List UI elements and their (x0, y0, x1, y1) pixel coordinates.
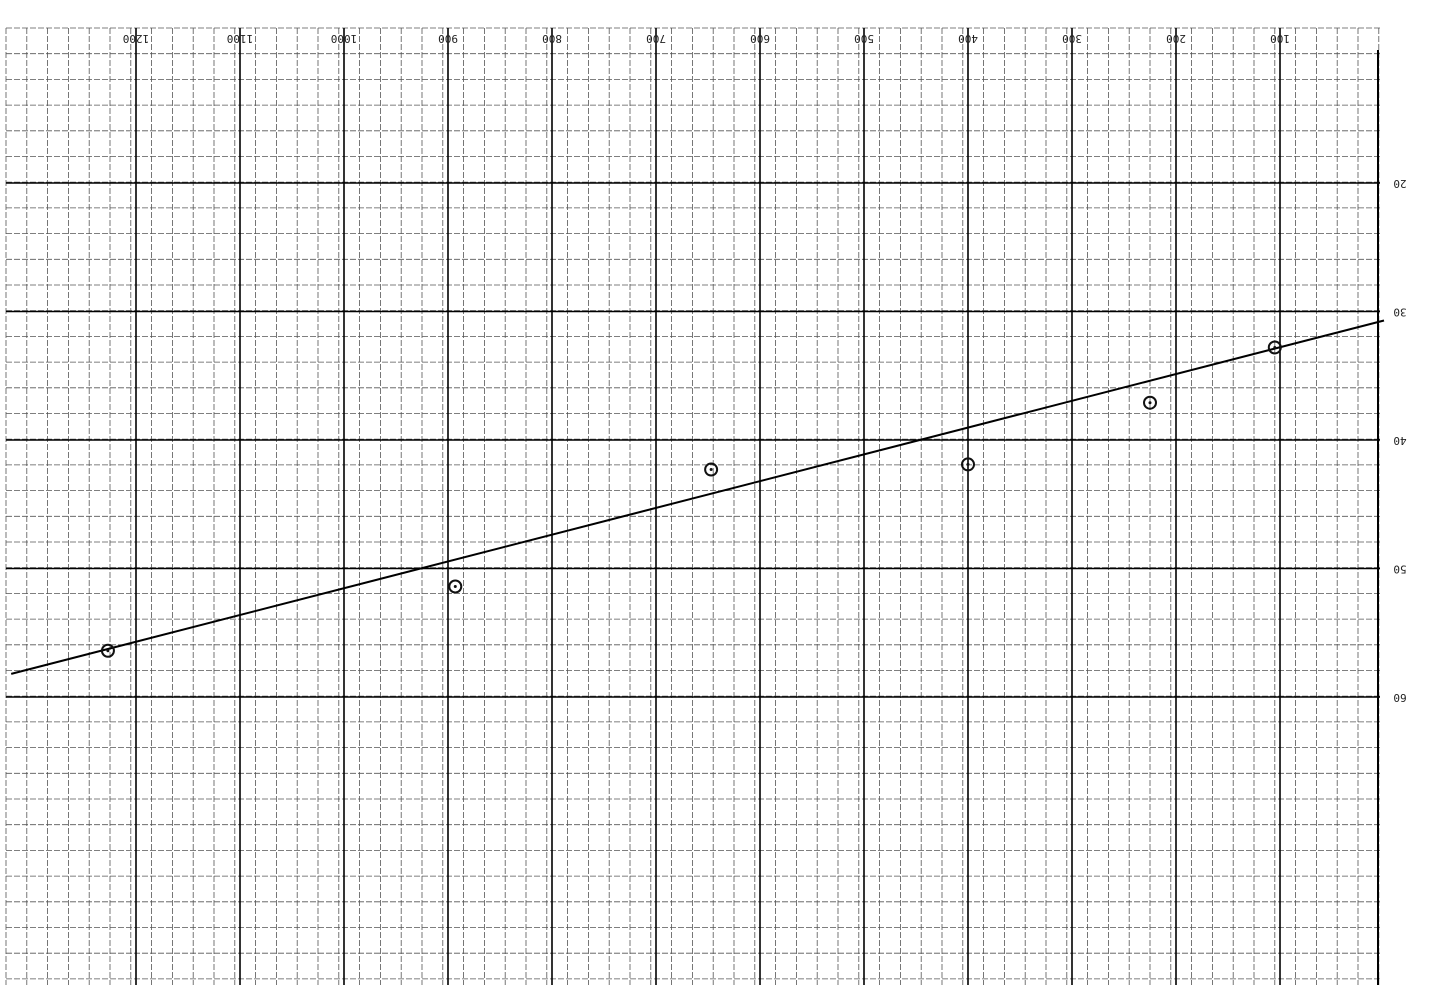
point (100, 643, 115, 658)
x-tick-label: 600 (750, 32, 770, 45)
y-tick-label: 50 (1393, 563, 1406, 576)
fit-line (10, 319, 1385, 675)
point (448, 579, 463, 594)
x-tick-label: 300 (1062, 32, 1082, 45)
point-dot (106, 649, 110, 653)
y-tick-label: 40 (1393, 434, 1406, 447)
x-tick-label: 100 (1270, 32, 1290, 45)
minor-grid (5, 27, 1380, 985)
point (961, 457, 975, 472)
y-tick-label: 60 (1393, 691, 1406, 704)
point-dot (709, 468, 713, 472)
x-tick-label: 200 (1166, 32, 1186, 45)
x-tick-label: 800 (542, 32, 562, 45)
y-tick-label: 30 (1393, 306, 1406, 319)
x-tick-label: 500 (854, 32, 874, 45)
point-dot (1148, 401, 1152, 405)
x-tick-label: 1100 (227, 32, 254, 45)
point-dot (1273, 345, 1277, 349)
point-dot (453, 584, 457, 588)
x-tick-label: 1000 (331, 32, 358, 45)
x-tick-label: 700 (646, 32, 666, 45)
point (1143, 395, 1157, 410)
x-tick-label: 900 (438, 32, 458, 45)
x-tick-label: 400 (958, 32, 978, 45)
point-dot (966, 462, 970, 466)
point (704, 462, 719, 477)
x-tick-label: 1200 (123, 32, 150, 45)
y-tick-label: 20 (1393, 177, 1406, 190)
point (1267, 340, 1282, 355)
